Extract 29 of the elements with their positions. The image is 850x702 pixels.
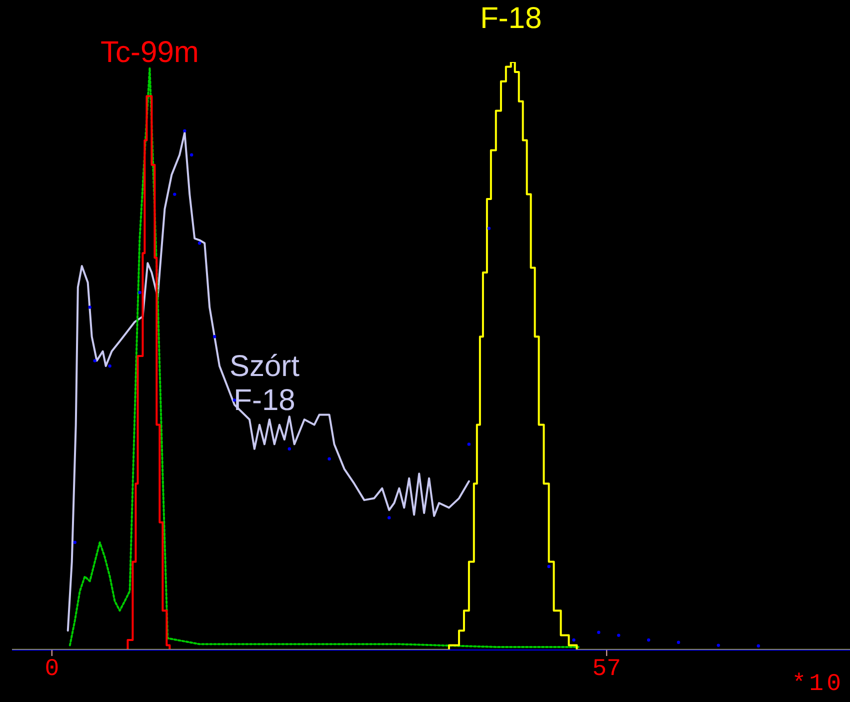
series-label: Szórt F-18 [229, 350, 300, 418]
point [138, 290, 142, 294]
point [467, 442, 471, 446]
point [93, 359, 96, 362]
point [88, 306, 92, 309]
point [190, 153, 194, 157]
series-label: F-18 [480, 2, 542, 35]
point [288, 447, 291, 451]
point [572, 638, 576, 642]
point [597, 630, 600, 634]
point [716, 644, 720, 647]
point [487, 226, 491, 230]
series-label: Tc-99m [100, 36, 199, 70]
point [547, 564, 550, 568]
point [676, 640, 680, 644]
point [388, 516, 391, 520]
point [756, 644, 760, 648]
point [617, 634, 620, 637]
x-tick-label: 57 [592, 656, 622, 684]
text: *10 [792, 671, 844, 698]
x-tick-label: 0 [44, 656, 60, 684]
point [212, 334, 216, 338]
point [173, 192, 176, 196]
point [73, 540, 76, 544]
point [183, 129, 186, 132]
point [108, 364, 112, 368]
point [198, 242, 202, 245]
point [647, 638, 650, 642]
point [328, 457, 331, 460]
